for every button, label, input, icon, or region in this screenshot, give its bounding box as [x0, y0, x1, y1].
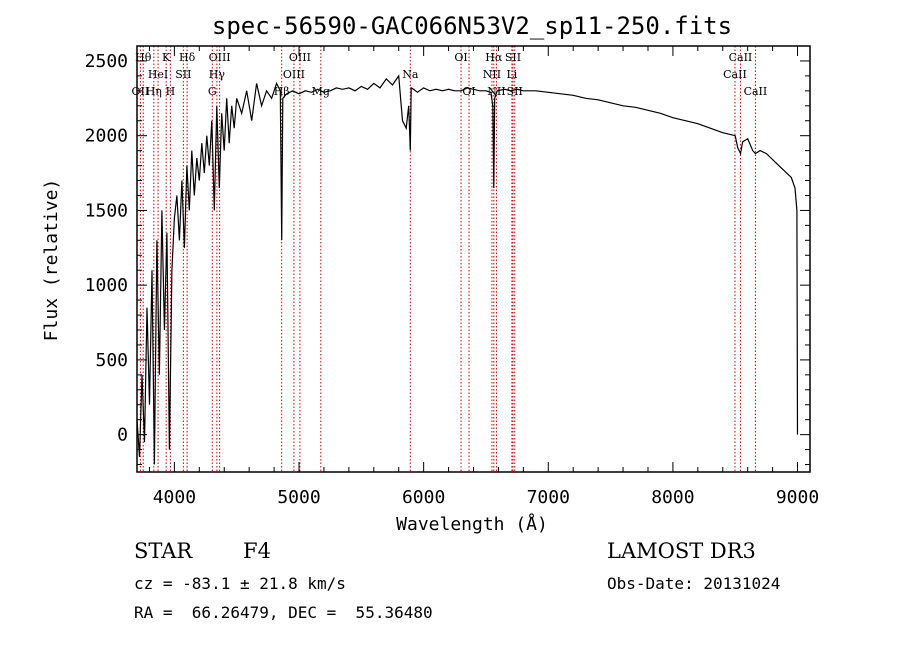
spectral-line-label: G: [208, 85, 217, 98]
spectral-line-label: Hδ: [179, 51, 196, 64]
spectral-line-label: OIII: [209, 51, 231, 64]
spectral-line-label: OII: [132, 85, 150, 98]
x-tick-label: 6000: [402, 487, 445, 508]
spectral-line-label: Hα: [485, 51, 503, 64]
spectral-line-label: HeI: [148, 68, 168, 81]
spectral-line-label: SII: [507, 85, 523, 98]
chart-title: spec-56590-GAC066N53V2_sp11-250.fits: [212, 12, 732, 40]
y-axis-label: Flux (relative): [41, 179, 62, 342]
spectral-line-label: SII: [175, 68, 191, 81]
spectral-line-label: CaII: [744, 85, 768, 98]
x-axis-label: Wavelength (Å): [396, 513, 548, 535]
spectral-line-label: Mg: [312, 85, 330, 98]
spectral-line-label: H: [166, 85, 176, 98]
x-tick-label: 4000: [153, 487, 196, 508]
spectral-line-label: CaII: [729, 51, 753, 64]
spectral-line-labels: OIIHθHηHeIKHSIIHδGHγOIIIHβOIIIOIIIMgNaOI…: [132, 51, 768, 98]
plot-frame: [136, 45, 811, 473]
spectral-line-label: Hβ: [274, 85, 290, 98]
spectral-line-label: SII: [505, 51, 521, 64]
coordinates-text: RA = 66.26479, DEC = 55.36480: [134, 603, 433, 622]
redshift-text: cz = -83.1 ± 21.8 km/s: [134, 574, 346, 593]
spectral-line-label: NII: [483, 68, 501, 81]
x-tick-labels: 4000 5000 6000 7000 8000 9000: [153, 487, 820, 508]
spectral-line-label: Hγ: [209, 68, 226, 81]
spectral-line-label: Hη: [146, 85, 162, 98]
spectral-line-markers: [139, 46, 756, 472]
spectral-line-label: Na: [402, 68, 419, 81]
y-tick-label: 0: [117, 425, 128, 446]
x-tick-label: 8000: [651, 487, 694, 508]
spectral-line-label: OIII: [283, 68, 305, 81]
spectral-line-label: OIII: [289, 51, 311, 64]
spectral-line-label: OI: [454, 51, 467, 64]
subclass-label: F4: [243, 539, 271, 563]
y-tick-label: 1500: [85, 200, 128, 221]
spectral-line-label: K: [162, 51, 171, 64]
spectral-line-label: OI: [462, 85, 475, 98]
y-tick-label: 2000: [85, 126, 128, 147]
spectrum-line: [136, 74, 799, 465]
classification-label: STAR: [134, 539, 193, 563]
obs-date-text: Obs-Date: 20131024: [607, 574, 781, 593]
spectral-line-label: CaII: [723, 68, 747, 81]
x-tick-label: 7000: [527, 487, 570, 508]
axis-ticks: [137, 45, 810, 472]
y-tick-label: 500: [95, 350, 128, 371]
y-tick-label: 2500: [85, 51, 128, 72]
spectral-line-label: Li: [506, 68, 517, 81]
y-tick-labels: 0 500 1000 1500 2000 2500: [85, 51, 128, 446]
x-tick-label: 5000: [277, 487, 320, 508]
y-tick-label: 1000: [85, 275, 128, 296]
x-tick-label: 9000: [776, 487, 819, 508]
survey-label: LAMOST DR3: [607, 539, 756, 563]
